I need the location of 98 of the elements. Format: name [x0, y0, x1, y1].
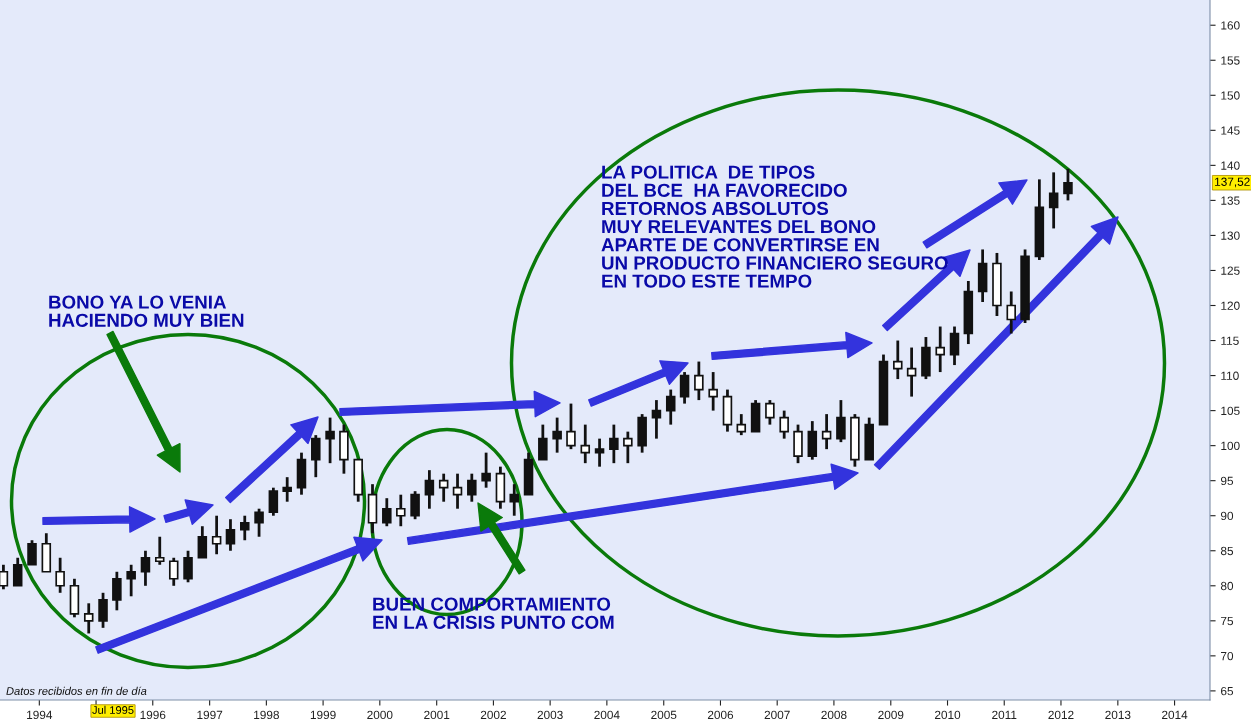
annotation: Datos recibidos en fin de día	[6, 686, 147, 695]
candlestick	[452, 472, 463, 511]
y-tick-label: 75	[1221, 616, 1234, 626]
y-tick-label: 125	[1221, 266, 1240, 275]
candlestick	[12, 556, 23, 588]
candlestick	[623, 430, 633, 465]
candlestick	[168, 556, 179, 588]
candlestick	[197, 524, 208, 560]
x-tick-label: 2003	[537, 710, 563, 720]
candlestick	[949, 325, 960, 367]
x-tick-label: 2000	[367, 710, 393, 720]
x-tick-label: 2006	[707, 710, 734, 720]
y-tick-label: 150	[1221, 91, 1240, 100]
y-tick-label: 65	[1221, 686, 1234, 696]
candlestick	[665, 388, 676, 427]
y-tick-label: 85	[1220, 546, 1234, 556]
candlestick	[396, 493, 406, 528]
candlestick	[765, 398, 775, 427]
candlestick	[651, 398, 662, 441]
candlestick	[140, 549, 151, 588]
y-tick-label: 100	[1221, 441, 1240, 451]
y-tick-label: 135	[1221, 196, 1240, 205]
x-tick-label: 2011	[992, 710, 1017, 720]
candlestick	[1006, 290, 1017, 335]
x-tick-label: 1999	[310, 710, 336, 720]
candlestick	[538, 423, 548, 462]
candlestick	[27, 538, 37, 567]
candlestick	[438, 472, 449, 504]
candlestick	[325, 416, 335, 465]
annotation: 137,52	[1215, 177, 1250, 188]
candlestick	[112, 570, 122, 612]
y-tick-label: 110	[1221, 371, 1239, 380]
candlestick	[679, 370, 690, 405]
y-tick-label: 140	[1221, 161, 1240, 170]
candlestick	[509, 482, 520, 518]
y-tick-label: 120	[1221, 301, 1240, 310]
candlestick	[694, 360, 704, 402]
y-tick-label: 115	[1221, 336, 1239, 345]
y-tick-label: 80	[1220, 581, 1234, 591]
y-tick-label: 155	[1221, 56, 1240, 65]
text: Jul 1995	[92, 705, 134, 714]
y-tick-label: 70	[1221, 651, 1234, 661]
candlestick	[467, 472, 477, 504]
x-tick-label: 2013	[1105, 710, 1131, 720]
candlestick	[225, 517, 236, 553]
candlestick	[183, 549, 193, 584]
candlestick	[1063, 167, 1073, 202]
candlestick	[126, 563, 136, 598]
y-tick-label: 145	[1221, 126, 1240, 135]
candlestick	[893, 339, 903, 381]
x-tick-label: 1996	[140, 710, 166, 720]
candlestick	[935, 325, 945, 374]
candlestick	[821, 412, 832, 451]
candlestick	[211, 514, 222, 556]
candlestick	[481, 451, 491, 490]
candlestick	[410, 489, 420, 521]
x-tick-label: 2009	[878, 710, 904, 720]
candlestick	[424, 468, 435, 511]
annotation: BONO YA LO VENIA HACIENDO MUY BIEN	[49, 295, 244, 327]
x-tick-label: 1994	[27, 710, 53, 720]
candlestick	[580, 423, 591, 465]
candlestick	[254, 507, 264, 539]
candlestick	[382, 496, 392, 528]
x-tick-label: 2012	[1048, 710, 1074, 720]
y-tick-label: 130	[1221, 231, 1240, 240]
candlestick	[0, 563, 9, 591]
y-tick-label: 95	[1220, 476, 1234, 486]
candlestick	[736, 412, 747, 437]
candlestick	[552, 416, 562, 455]
candlestick	[239, 514, 250, 542]
candlestick	[154, 535, 165, 567]
candlestick	[268, 486, 279, 518]
x-tick-label: 2005	[651, 710, 677, 720]
candlestick	[836, 398, 846, 444]
y-tick-label: 160	[1221, 21, 1240, 30]
x-tick-label: 1998	[254, 710, 279, 720]
candlestick	[98, 591, 108, 630]
candlestick	[311, 433, 321, 479]
candlestick	[1048, 170, 1059, 230]
x-tick-label: 2014	[1162, 710, 1188, 720]
candlestick	[83, 601, 94, 635]
x-tick-label: 2008	[821, 710, 847, 720]
candlestick	[708, 370, 718, 412]
y-tick-label: 90	[1220, 511, 1234, 521]
x-tick-label: 2007	[764, 710, 790, 720]
x-tick-label: 1997	[197, 710, 223, 720]
candlestick	[282, 475, 292, 504]
x-tick-label: 2001	[424, 710, 450, 720]
candlestick	[906, 346, 917, 398]
y-tick-label: 105	[1221, 406, 1240, 415]
candlestick	[55, 556, 65, 595]
candlestick	[566, 402, 576, 451]
candlestick	[779, 409, 789, 441]
x-tick-label: 2010	[934, 710, 961, 720]
candlestick	[594, 437, 605, 469]
x-tick-label: 2002	[480, 710, 506, 720]
x-tick-label: 2004	[594, 710, 620, 720]
candlestick	[609, 423, 619, 465]
